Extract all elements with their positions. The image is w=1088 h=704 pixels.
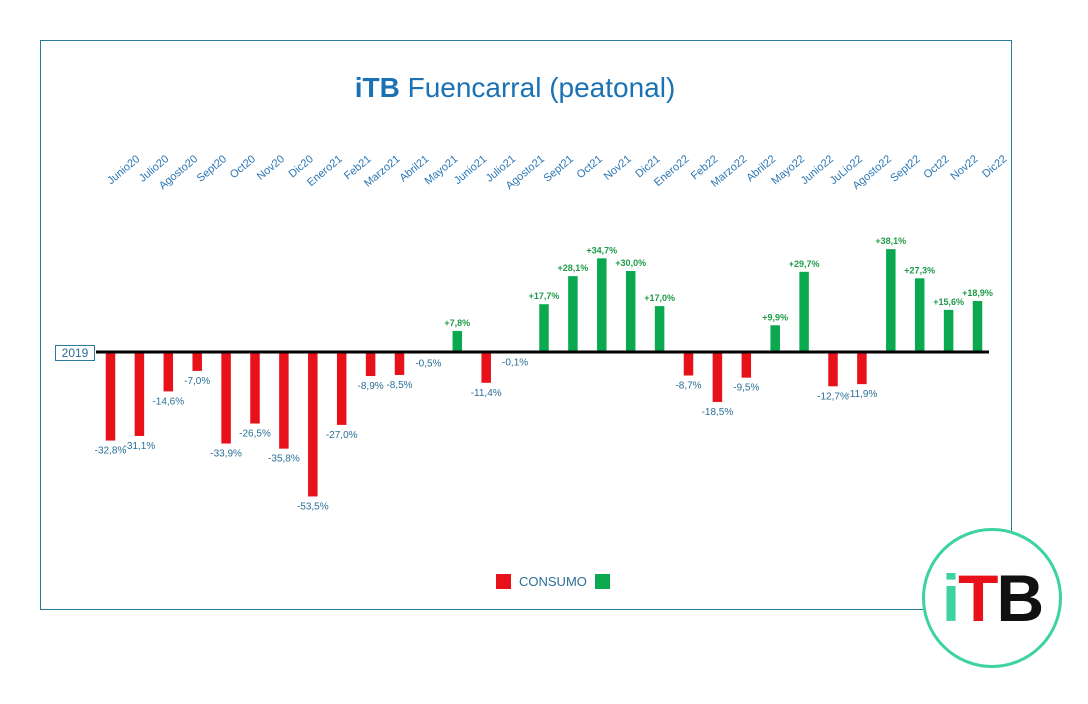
chart-frame	[40, 40, 1012, 610]
value-label-Sept21: +17,7%	[529, 291, 560, 301]
value-label-Nov22: +15,6%	[933, 297, 964, 307]
value-label-JuLio22: -12,7%	[817, 391, 849, 402]
bar-Sept22	[886, 249, 896, 352]
bar-JuLio22	[828, 352, 838, 387]
value-label-Oct20: -33,9%	[210, 449, 242, 460]
bar-Oct20	[221, 352, 231, 444]
value-label-Dic22: +18,9%	[962, 288, 993, 298]
bar-Marzo21	[365, 352, 376, 377]
month-label-Sept20: Sept20	[195, 153, 229, 185]
legend-swatch-positive	[594, 573, 610, 589]
bar-Nov22	[943, 309, 954, 352]
baseline-label: 2019	[55, 345, 95, 361]
bar-Dic20	[279, 352, 289, 449]
value-label-Agosto20: -14,6%	[152, 396, 184, 407]
bar-Julio20	[134, 352, 145, 436]
value-label-Enero21: -53,5%	[297, 501, 329, 512]
logo-letter-i: i	[941, 561, 960, 635]
bar-Agosto22	[857, 352, 867, 385]
chart-title: iTB Fuencarral (peatonal)	[40, 72, 990, 104]
value-label-Julio20: -31,1%	[124, 441, 156, 452]
value-label-Junio22: +29,7%	[789, 259, 820, 269]
value-label-Julio21: -11,4%	[471, 388, 502, 399]
bar-Junio20	[105, 352, 116, 441]
legend: CONSUMO	[496, 572, 610, 590]
month-label-Junio20: Junio20	[105, 153, 142, 187]
value-label-Mayo22: +9,9%	[762, 312, 788, 322]
value-label-Agosto22: -11,9%	[846, 389, 877, 400]
bars-group	[105, 249, 983, 497]
bar-Junio21	[452, 330, 463, 352]
title-rest: Fuencarral (peatonal)	[399, 72, 676, 103]
bar-Sept20	[192, 352, 202, 371]
bar-Nov21	[597, 258, 607, 352]
value-label-Oct22: +27,3%	[904, 265, 935, 275]
legend-swatch-negative	[496, 573, 511, 589]
bar-Feb22	[683, 352, 694, 376]
bar-Sept21	[539, 304, 549, 352]
month-label-Nov22: Nov22	[948, 153, 980, 183]
bar-Dic21	[625, 271, 636, 352]
bar-Abril22	[741, 352, 752, 378]
bar-Feb21	[336, 352, 347, 425]
month-label-Junio21: Junio21	[452, 153, 489, 187]
value-label-Abril21: -8,5%	[386, 380, 412, 391]
value-label-Abril22: -9,5%	[733, 383, 759, 394]
month-label-Oct22: Oct22	[921, 153, 951, 181]
value-label-Dic20: -35,8%	[268, 454, 300, 465]
value-label-Oct21: +28,1%	[558, 263, 589, 273]
bar-Junio22	[799, 271, 809, 352]
value-label-Mayo21: -0,5%	[415, 358, 441, 369]
value-label-Junio21: +7,8%	[444, 318, 470, 328]
bar-Dic22	[972, 300, 983, 352]
month-label-Sept21: Sept21	[541, 153, 575, 185]
value-label-Marzo22: -18,5%	[702, 407, 734, 418]
value-label-Enero22: +17,0%	[644, 293, 675, 303]
value-label-Dic21: +30,0%	[615, 258, 646, 268]
month-label-Sept22: Sept22	[888, 153, 922, 185]
bar-Marzo22	[712, 352, 723, 402]
bar-Julio21	[481, 352, 491, 383]
title-brand: iTB	[354, 72, 400, 103]
bar-Abril21	[394, 352, 405, 375]
logo-letter-b: B	[996, 561, 1045, 635]
bar-Mayo22	[770, 325, 780, 352]
month-label-Nov21: Nov21	[602, 153, 634, 183]
month-label-Dic22: Dic22	[980, 153, 1009, 180]
value-label-Agosto21: -0,1%	[502, 357, 528, 368]
month-label-Oct21: Oct21	[575, 153, 605, 181]
logo-letter-t: T	[958, 561, 998, 635]
value-label-Junio20: -32,8%	[95, 446, 127, 457]
value-label-Sept22: +38,1%	[875, 236, 906, 246]
value-label-Nov21: +34,7%	[586, 245, 617, 255]
value-label-Marzo21: -8,9%	[358, 381, 384, 392]
value-label-Nov20: -26,5%	[239, 429, 271, 440]
bar-Enero21	[308, 352, 318, 497]
month-label-Oct20: Oct20	[228, 153, 258, 181]
bar-Enero22	[654, 306, 665, 352]
value-label-Feb21: -27,0%	[326, 430, 358, 441]
legend-label: CONSUMO	[519, 573, 587, 589]
bar-Agosto20	[163, 352, 174, 392]
value-label-Feb22: -8,7%	[675, 380, 701, 391]
bar-Nov20	[250, 352, 260, 424]
value-label-Sept20: -7,0%	[184, 376, 210, 387]
bar-Oct21	[568, 276, 578, 352]
bar-Oct22	[914, 278, 925, 352]
value-labels-group: -32,8%-31,1% -14,6%-7,0% -33,9% -26,5% -35,8…	[95, 236, 993, 512]
month-label-Nov20: Nov20	[255, 153, 287, 183]
